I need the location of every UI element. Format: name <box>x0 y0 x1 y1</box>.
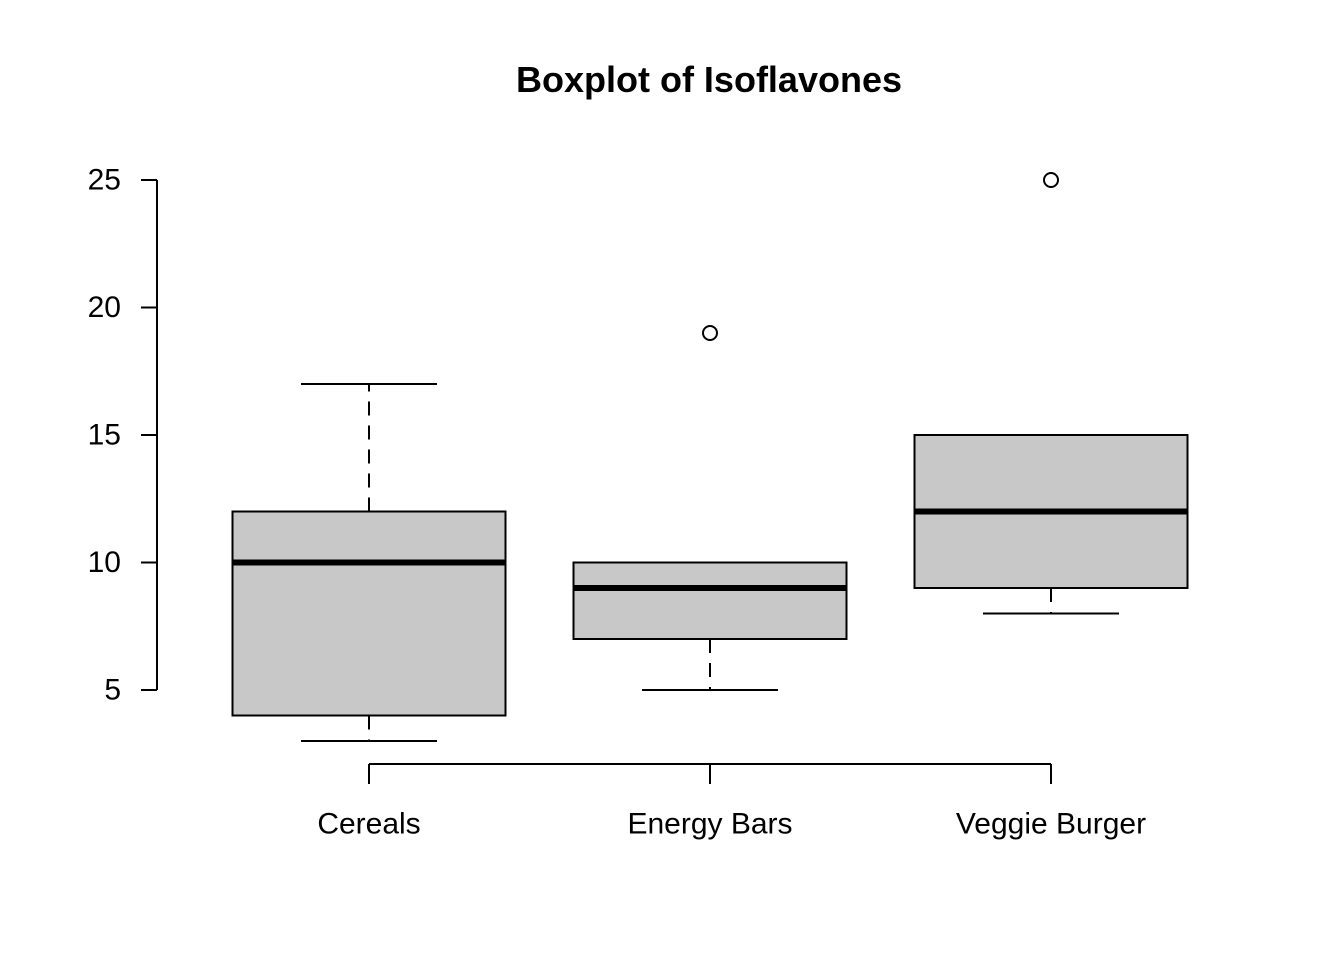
iqr-box <box>572 561 848 640</box>
x-axis: Cereals Energy Bars Veggie Burger <box>317 763 1146 841</box>
box-group <box>913 172 1189 615</box>
y-tick-label: 10 <box>88 546 121 579</box>
outlier-point <box>1043 172 1059 188</box>
boxes <box>231 172 1189 742</box>
box-group <box>231 383 507 742</box>
y-tick-label: 5 <box>104 674 121 707</box>
box-group <box>572 325 848 691</box>
y-tick-label: 20 <box>88 291 121 324</box>
x-tick-label: Cereals <box>317 808 420 841</box>
outlier-point <box>702 325 718 341</box>
iqr-box <box>231 510 507 717</box>
y-axis: 5 10 15 20 25 <box>88 164 158 707</box>
y-tick-label: 25 <box>88 164 121 197</box>
x-tick-label: Energy Bars <box>627 808 792 841</box>
chart-title: Boxplot of Isoflavones <box>516 59 902 100</box>
x-tick-label: Veggie Burger <box>956 808 1146 841</box>
y-tick-label: 15 <box>88 419 121 452</box>
